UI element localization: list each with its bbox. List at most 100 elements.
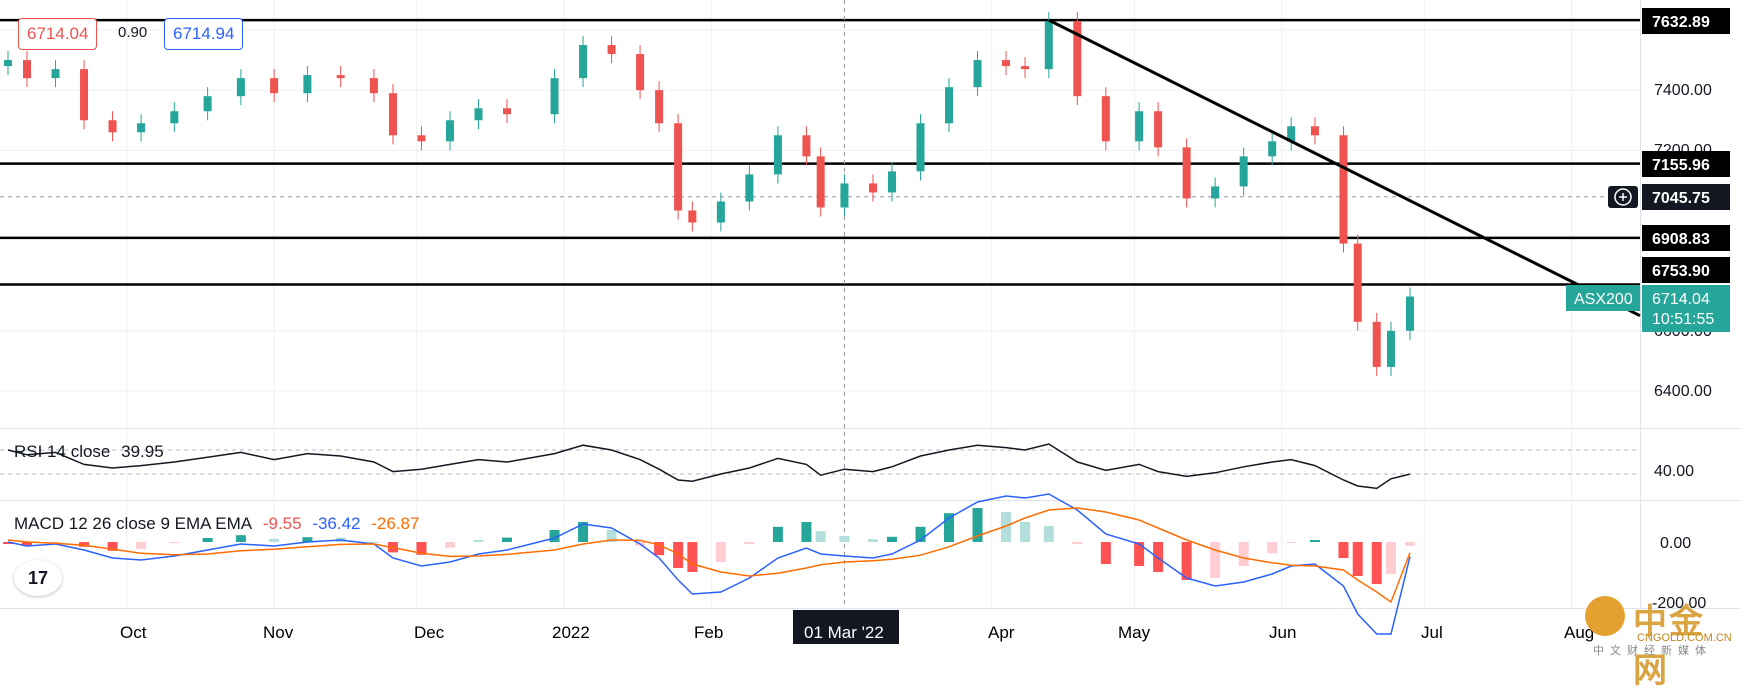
macd-legend-name: MACD 12 26 close 9 EMA EMA	[14, 514, 253, 533]
candle-body	[773, 135, 782, 175]
rsi-tick: 40.00	[1654, 463, 1694, 480]
macd-signal-value: -26.87	[371, 514, 420, 533]
symbol-badge: ASX200	[1566, 285, 1640, 311]
macd-histogram-bar	[867, 539, 878, 542]
candle-body	[1339, 135, 1348, 244]
price-pane[interactable]	[0, 0, 1640, 428]
candle-body	[1406, 296, 1414, 331]
macd-tick: -200.00	[1652, 595, 1706, 612]
candle-body	[474, 108, 483, 121]
macd-histogram-bar	[1043, 526, 1054, 542]
tradingview-logo-icon[interactable]: 17	[14, 560, 62, 596]
macd-histogram-bar	[744, 542, 755, 544]
macd-histogram-bar	[673, 542, 684, 568]
macd-histogram-bar	[368, 542, 379, 543]
candle-body	[388, 93, 397, 136]
macd-histogram-bar	[22, 542, 33, 546]
macd-histogram-bar	[1072, 542, 1083, 544]
crosshair-price-tag: 7045.75	[1642, 184, 1730, 210]
candle-body	[655, 90, 664, 124]
trendline[interactable]	[1048, 18, 1641, 318]
time-label: Nov	[263, 623, 294, 642]
macd-histogram-bar	[715, 542, 726, 562]
time-label: Apr	[988, 623, 1015, 642]
svg-text:ASX200: ASX200	[1574, 291, 1633, 308]
rsi-legend[interactable]: RSI 14 close 39.95	[14, 442, 170, 462]
level-tag: 7632.89	[1642, 8, 1730, 34]
candle-body	[636, 54, 645, 91]
candle-body	[270, 78, 279, 94]
time-label: Oct	[120, 623, 147, 642]
candle-body	[1154, 111, 1163, 148]
macd-histogram-bar	[79, 542, 90, 547]
macd-histogram-bar	[502, 537, 513, 542]
svg-text:10:51:55: 10:51:55	[1652, 311, 1714, 328]
candle-body	[1211, 186, 1220, 199]
macd-histogram-bar	[202, 538, 213, 542]
add-level-button[interactable]	[1608, 186, 1638, 208]
candle-body	[1372, 321, 1381, 367]
macd-histogram-bar	[606, 530, 617, 542]
candle-body	[51, 69, 60, 79]
macd-histogram-bar	[1181, 542, 1192, 580]
candle-body	[674, 123, 683, 211]
macd-histogram-bar	[1338, 542, 1349, 558]
watermark-en: CNGOLD.COM.CN	[1637, 632, 1732, 644]
macd-histogram-bar	[815, 531, 826, 542]
macd-pane	[3, 493, 1415, 635]
candle-body	[868, 183, 877, 193]
rsi-legend-value: 39.95	[121, 442, 164, 461]
macd-histogram-bar	[302, 537, 313, 542]
candle-body	[445, 120, 454, 142]
macd-line-value: -36.42	[312, 514, 361, 533]
candle-body	[1021, 66, 1030, 70]
candle-body	[945, 87, 954, 124]
price-tick: 7400.00	[1654, 82, 1712, 99]
signal-line	[7, 507, 1411, 604]
macd-hist-value: -9.55	[262, 514, 302, 533]
macd-histogram-bar	[772, 526, 783, 542]
candle-body	[369, 78, 378, 94]
macd-histogram-bar	[1001, 512, 1012, 542]
candle-body	[1073, 20, 1082, 97]
crosshair-date-tag: 01 Mar '22	[793, 610, 899, 644]
time-axis[interactable]: Oct Nov Dec 2022 Feb 01 Mar '22 Apr May …	[120, 610, 1594, 644]
candle-body	[1135, 111, 1144, 142]
macd-histogram-bar	[235, 535, 246, 542]
spread-value: 0.90	[118, 24, 148, 41]
last-price-tag: 6714.04 10:51:55	[1642, 285, 1730, 332]
rsi-line	[7, 443, 1411, 490]
time-label: Feb	[694, 623, 723, 642]
candle-body	[1239, 156, 1248, 187]
candlestick-series	[4, 11, 1414, 376]
macd-histogram-bar	[1405, 542, 1415, 546]
macd-histogram-bar	[1385, 542, 1396, 574]
macd-histogram-bar	[1267, 542, 1278, 554]
candle-body	[887, 171, 896, 193]
svg-text:6908.83: 6908.83	[1652, 231, 1710, 248]
macd-histogram-bar	[1309, 540, 1320, 542]
macd-histogram-bar	[444, 542, 455, 548]
candle-body	[1044, 20, 1053, 70]
macd-histogram-bar	[3, 542, 13, 544]
candle-body	[916, 123, 925, 172]
macd-histogram-bar	[801, 522, 812, 542]
level-tag: 7155.96	[1642, 151, 1730, 177]
candle-body	[170, 111, 179, 124]
ask-price-box[interactable]: 6714.94	[164, 18, 244, 50]
rsi-legend-name: RSI 14 close	[14, 442, 111, 461]
candle-body	[802, 135, 811, 157]
macd-histogram-bar	[654, 542, 665, 556]
chart-canvas[interactable]: 7400.00 7200.00 6600.00 6400.00 40.00 0.…	[0, 0, 1740, 662]
macd-histogram-bar	[1153, 542, 1164, 572]
watermark-logo-icon	[1585, 596, 1625, 636]
svg-text:6714.04: 6714.04	[1652, 291, 1710, 308]
time-label: Dec	[414, 623, 445, 642]
candle-body	[4, 60, 12, 67]
candle-body	[1353, 243, 1362, 322]
bid-price-box[interactable]: 6714.04	[18, 18, 98, 50]
macd-histogram-bar	[1020, 522, 1031, 542]
macd-histogram-bar	[107, 542, 118, 551]
macd-legend[interactable]: MACD 12 26 close 9 EMA EMA -9.55 -36.42 …	[14, 514, 425, 534]
